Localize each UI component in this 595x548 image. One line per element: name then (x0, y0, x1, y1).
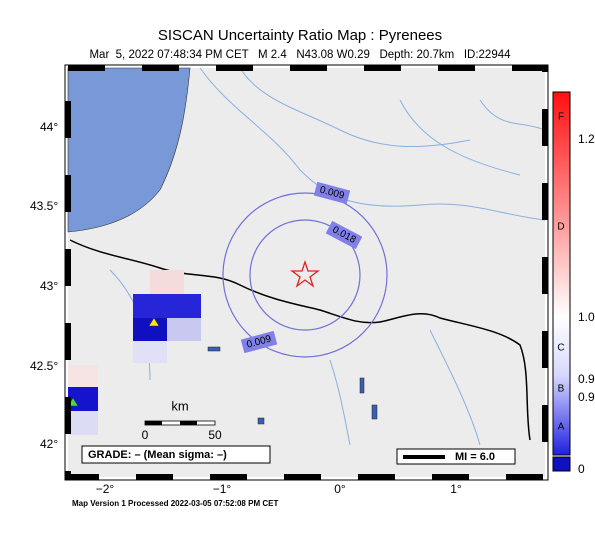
lat-label: 43.5° (30, 199, 58, 213)
lat-label: 42.5° (30, 359, 58, 373)
lon-label: 0° (334, 482, 346, 496)
colorbar-labels: 1.2 1.0 0.9 0.9 0 (578, 132, 595, 476)
lat-label: 43° (40, 279, 58, 293)
scale-start: 0 (142, 428, 149, 442)
title: SISCAN Uncertainty Ratio Map : Pyrenees (158, 27, 442, 44)
colorbar-grades: F D C B A (557, 112, 564, 433)
colorbar-label: 0.9 (578, 372, 595, 386)
mi-label: MI = 6.0 (455, 451, 495, 463)
grade-letter: D (557, 222, 564, 233)
scale-bar (145, 421, 162, 425)
border (69, 239, 531, 441)
colorbar-gradient (552, 91, 571, 456)
contour (249, 219, 361, 331)
scale-bar (180, 421, 197, 425)
scale-end: 50 (208, 428, 222, 442)
ocean (67, 67, 191, 233)
frame (65, 65, 548, 480)
grade-letter: B (558, 384, 565, 395)
colorbar-label: 1.0 (578, 310, 595, 324)
lon-label: −2° (96, 482, 115, 496)
frame (64, 64, 549, 481)
mi-bar (403, 455, 445, 459)
colorbar: F D C B A 1.2 1.0 0.9 0.9 0 (552, 91, 595, 476)
colorbar-zero (552, 456, 571, 472)
grade-letter: C (557, 343, 564, 354)
grade-box (81, 445, 271, 464)
lakes (207, 346, 378, 425)
colorbar-label: 1.2 (578, 132, 595, 146)
footer: Map Version 1 Processed 2022-03-05 07:52… (72, 499, 278, 508)
contour (222, 192, 388, 358)
lon-label: 1° (450, 482, 462, 496)
mi-box (396, 448, 516, 465)
lon-label: −1° (213, 482, 232, 496)
station (148, 317, 160, 327)
lon-labels: −2° −1° 0° 1° (96, 482, 462, 496)
epicenter (290, 259, 320, 288)
grade: GRADE: – (Mean sigma: –) (88, 449, 227, 461)
scale-unit: km (171, 398, 188, 413)
grid-cells (68, 270, 201, 435)
subtitle: Mar 5, 2022 07:48:34 PM CET M 2.4 N43.08… (89, 49, 511, 61)
grade-letter: F (558, 112, 564, 123)
lat-label: 44° (40, 120, 58, 134)
lat-labels: 44° 43.5° 43° 42.5° 42° (30, 120, 58, 451)
lat-label: 42° (40, 437, 58, 451)
map: 0.009 0.018 0.009 km 0 50 GRADE: – (Mean… (64, 64, 549, 481)
colorbar-label: 0 (578, 462, 585, 476)
colorbar-label: 0.9 (578, 390, 595, 404)
grade-letter: A (558, 422, 565, 433)
contour-labels: 0.009 0.018 0.009 (240, 181, 363, 354)
